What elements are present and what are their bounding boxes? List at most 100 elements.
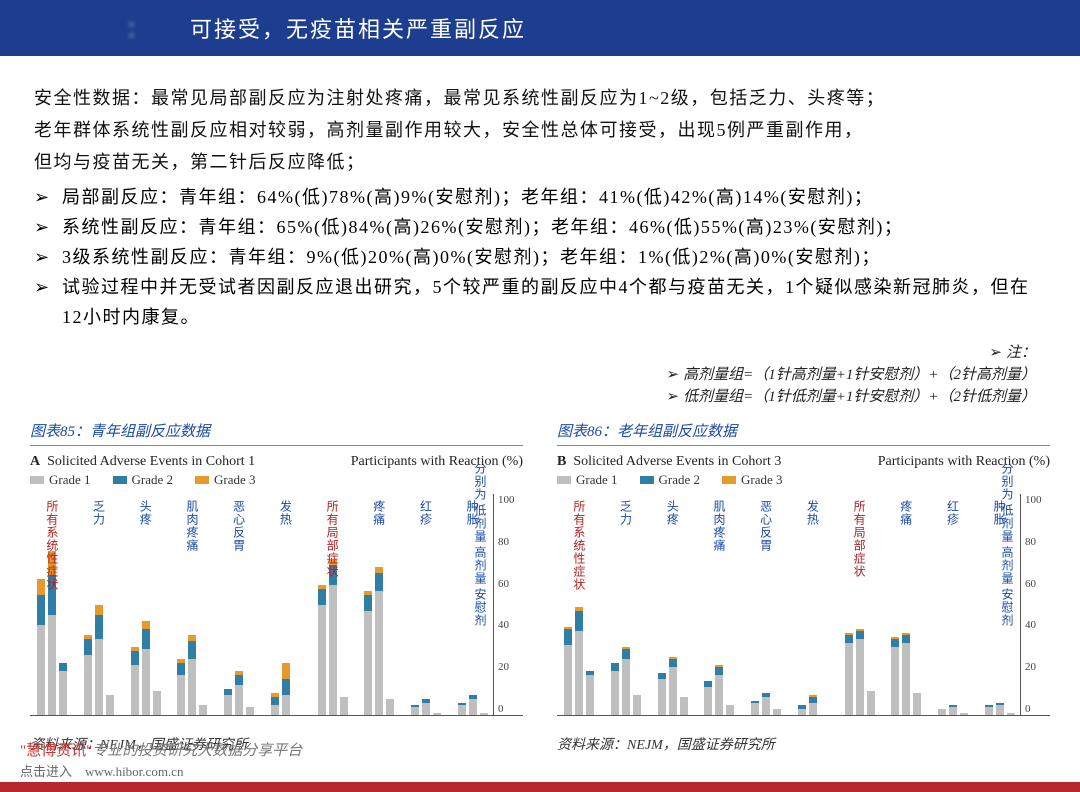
category-label: 肌肉疼痛 bbox=[184, 500, 201, 552]
stacked-bar bbox=[37, 579, 45, 715]
stacked-bar bbox=[386, 699, 394, 715]
stacked-bar bbox=[985, 705, 993, 715]
bullet-item: ➢3级系统性副反应：青年组：9%(低)20%(高)0%(安慰剂)；老年组：1%(… bbox=[34, 242, 1046, 272]
stacked-bar bbox=[798, 705, 806, 715]
stacked-bar bbox=[633, 695, 641, 715]
stacked-bar bbox=[469, 695, 477, 715]
category-label: 乏力 bbox=[91, 500, 108, 526]
stacked-bar bbox=[142, 621, 150, 715]
stacked-bar bbox=[575, 607, 583, 715]
category-label: 红疹 bbox=[417, 500, 434, 526]
watermark: "慧博资讯"专业的投资研究大数据分享平台 bbox=[20, 739, 302, 760]
footer-url: 点击进入 www.hibor.com.cn bbox=[20, 761, 183, 780]
category-label: 所有局部症状 bbox=[851, 500, 868, 578]
stacked-bar bbox=[282, 663, 290, 715]
stacked-bar bbox=[564, 627, 572, 715]
stacked-bar bbox=[891, 637, 899, 715]
category-label: 乏力 bbox=[618, 500, 635, 526]
stacked-bar bbox=[586, 671, 594, 715]
intro-paragraph: 安全性数据：最常见局部副反应为注射处疼痛，最常见系统性副反应为1~2级，包括乏力… bbox=[34, 82, 1046, 178]
y-axis: 100806040200 bbox=[1020, 494, 1050, 715]
y-axis: 100806040200 bbox=[493, 494, 523, 715]
stacked-bar bbox=[762, 693, 770, 715]
stacked-bar bbox=[188, 635, 196, 715]
footer-bar bbox=[0, 782, 1080, 792]
stacked-bar bbox=[411, 705, 419, 715]
stacked-bar bbox=[856, 629, 864, 715]
stacked-bar bbox=[996, 703, 1004, 715]
stacked-bar bbox=[751, 701, 759, 715]
category-label: 发热 bbox=[277, 500, 294, 526]
content-area: 安全性数据：最常见局部副反应为注射处疼痛，最常见系统性副反应为1~2级，包括乏力… bbox=[0, 56, 1080, 408]
stacked-bar bbox=[375, 567, 383, 715]
chart-panel-A: 图表85：青年组副反应数据A Solicited Adverse Events … bbox=[30, 420, 523, 754]
chart-panel-B: 图表86：老年组副反应数据B Solicited Adverse Events … bbox=[557, 420, 1050, 754]
stacked-bar bbox=[680, 697, 688, 715]
stacked-bar bbox=[224, 689, 232, 715]
category-label: 所有系统性症状 bbox=[571, 500, 588, 591]
stacked-bar bbox=[845, 633, 853, 715]
category-label: 肿胀 bbox=[991, 500, 1008, 526]
stacked-bar bbox=[622, 647, 630, 715]
stacked-bar bbox=[84, 635, 92, 715]
notes-block: ➢注： ➢高剂量组=（1针高剂量+1针安慰剂）+（2针高剂量） ➢低剂量组=（1… bbox=[34, 342, 1046, 408]
chart-caption: 图表86：老年组副反应数据 bbox=[557, 420, 1050, 446]
category-label: 所有局部症状 bbox=[324, 500, 341, 578]
stacked-bar bbox=[458, 703, 466, 715]
bullet-item: ➢试验过程中并无受试者因副反应退出研究，5个较严重的副反应中4个都与疫苗无关，1… bbox=[34, 272, 1046, 332]
chart-plot: 所有系统性症状 乏力 头疼 肌肉疼痛 恶心反胃 发热 所有局部症状 疼痛 红疹 肿胀 1008060… bbox=[30, 494, 523, 716]
category-label: 头疼 bbox=[137, 500, 154, 526]
category-label: 疼痛 bbox=[898, 500, 915, 526]
stacked-bar bbox=[329, 559, 337, 715]
stacked-bar bbox=[199, 705, 207, 715]
header-left-redacted: ： bbox=[30, 12, 150, 44]
stacked-bar bbox=[364, 591, 372, 715]
bullet-list: ➢局部副反应：青年组：64%(低)78%(高)9%(安慰剂)；老年组：41%(低… bbox=[34, 182, 1046, 332]
stacked-bar bbox=[131, 647, 139, 715]
category-label: 恶心反胃 bbox=[758, 500, 775, 552]
stacked-bar bbox=[480, 713, 488, 715]
category-label: 头疼 bbox=[664, 500, 681, 526]
chart-plot: 所有系统性症状乏力头疼肌肉疼痛恶心反胃发热所有局部症状疼痛红疹肿胀1008060… bbox=[557, 494, 1050, 716]
stacked-bar bbox=[938, 709, 946, 715]
stacked-bar bbox=[913, 693, 921, 715]
category-label: 肿胀 bbox=[464, 500, 481, 526]
stacked-bar bbox=[246, 707, 254, 715]
stacked-bar bbox=[235, 671, 243, 715]
stacked-bar bbox=[867, 691, 875, 715]
bullet-item: ➢局部副反应：青年组：64%(低)78%(高)9%(安慰剂)；老年组：41%(低… bbox=[34, 182, 1046, 212]
stacked-bar bbox=[611, 663, 619, 715]
stacked-bar bbox=[715, 665, 723, 715]
category-label: 发热 bbox=[804, 500, 821, 526]
chart-source: 资料来源：NEJM，国盛证券研究所 bbox=[557, 734, 1050, 754]
stacked-bar bbox=[106, 695, 114, 715]
stacked-bar bbox=[1007, 713, 1015, 715]
stacked-bar bbox=[669, 657, 677, 715]
stacked-bar bbox=[949, 705, 957, 715]
stacked-bar bbox=[59, 663, 67, 715]
stacked-bar bbox=[318, 585, 326, 715]
stacked-bar bbox=[809, 695, 817, 715]
stacked-bar bbox=[433, 713, 441, 715]
category-label: 红疹 bbox=[944, 500, 961, 526]
stacked-bar bbox=[658, 673, 666, 715]
stacked-bar bbox=[773, 709, 781, 715]
category-label: 恶心反胃 bbox=[231, 500, 248, 552]
chart-legend: Grade 1Grade 2Grade 3 bbox=[557, 472, 1050, 488]
header-title: 可接受，无疫苗相关严重副反应 bbox=[190, 12, 526, 44]
stacked-bar bbox=[422, 699, 430, 715]
category-label: 疼痛 bbox=[371, 500, 388, 526]
chart-legend: Grade 1Grade 2Grade 3 bbox=[30, 472, 523, 488]
header-bar: ： 可接受，无疫苗相关严重副反应 bbox=[0, 0, 1080, 56]
stacked-bar bbox=[726, 705, 734, 715]
stacked-bar bbox=[902, 633, 910, 715]
stacked-bar bbox=[271, 693, 279, 715]
category-label: 所有系统性症状 bbox=[44, 500, 61, 591]
stacked-bar bbox=[340, 697, 348, 715]
stacked-bar bbox=[153, 691, 161, 715]
charts-row: 图表85：青年组副反应数据A Solicited Adverse Events … bbox=[0, 408, 1080, 754]
bullet-item: ➢系统性副反应：青年组：65%(低)84%(高)26%(安慰剂)；老年组：46%… bbox=[34, 212, 1046, 242]
stacked-bar bbox=[704, 681, 712, 715]
stacked-bar bbox=[177, 659, 185, 715]
chart-caption: 图表85：青年组副反应数据 bbox=[30, 420, 523, 446]
